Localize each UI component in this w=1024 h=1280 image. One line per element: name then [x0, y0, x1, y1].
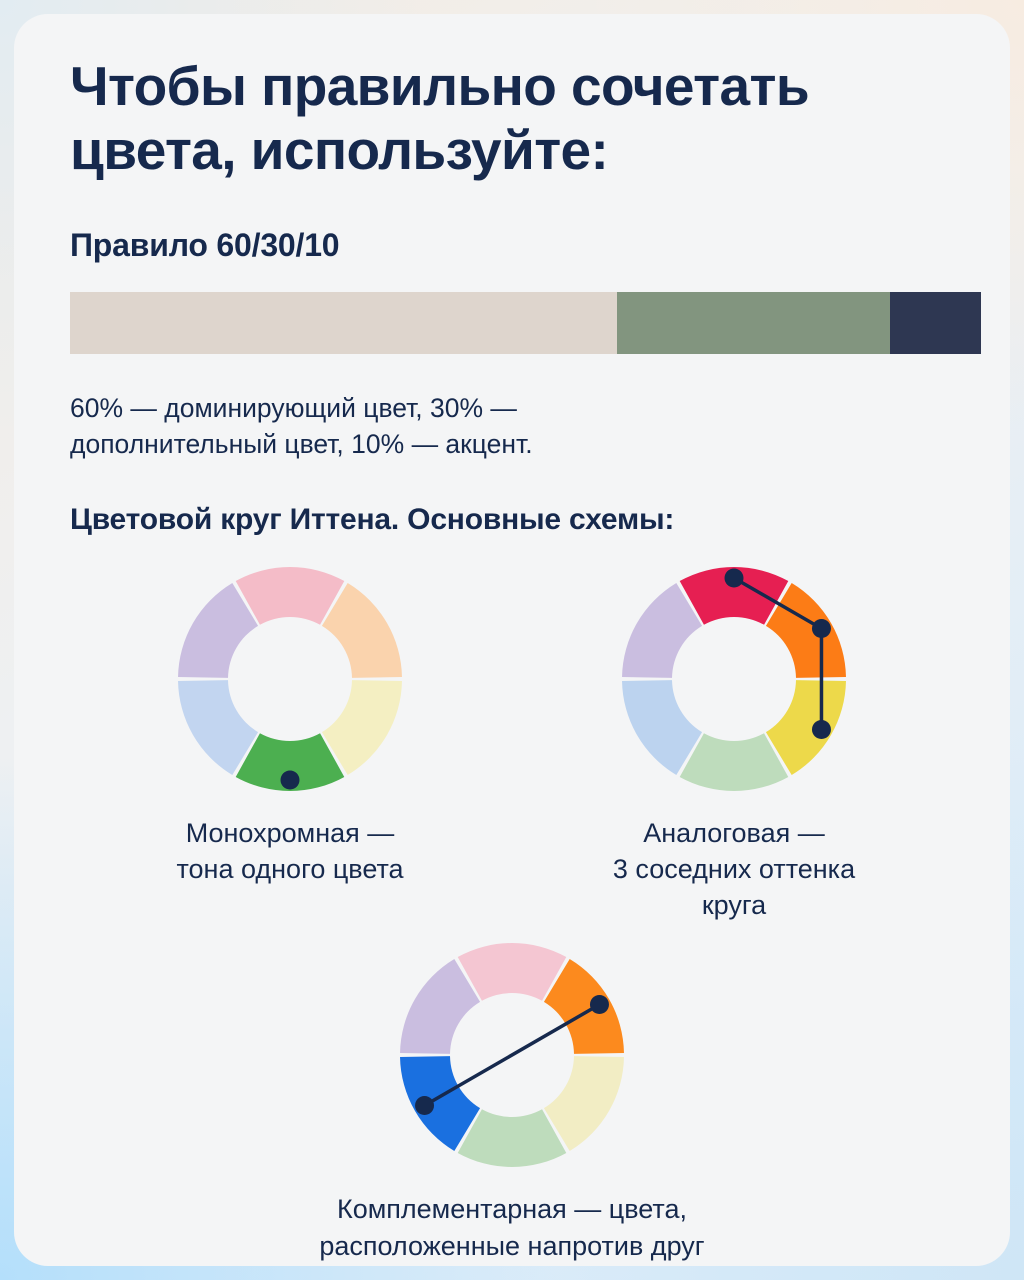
wheel-segment-pink	[235, 566, 345, 625]
wheel-link-line	[732, 576, 824, 631]
wheel-caption-analogous: Аналоговая — 3 соседних оттенка круга	[612, 817, 856, 921]
infographic-card: Чтобы правильно сочетать цвета, использу…	[14, 14, 1010, 1266]
wheel-segment-pale-blue	[622, 679, 703, 775]
wheel-caption-monochrome: Монохромная — тона одного цвета	[176, 817, 404, 884]
wheel-segment-pale-blue	[178, 679, 259, 775]
wheel-marker-dot	[811, 618, 831, 638]
ratio-bar-segment-accent	[889, 291, 981, 354]
wheel-segment-lavender	[400, 959, 481, 1055]
page-title: Чтобы правильно сочетать цвета, использу…	[70, 55, 810, 182]
wheel-segment-lavender	[178, 582, 259, 678]
card-content: Чтобы правильно сочетать цвета, использу…	[14, 14, 1010, 1266]
ratio-bar	[70, 291, 981, 354]
rule-label: Правило 60/30/10	[70, 226, 340, 263]
wheel-marker-dot	[589, 995, 609, 1015]
wheel-block-monochrome: Монохромная — тона одного цвета	[70, 559, 510, 887]
wheel-block-analogous: Аналоговая — 3 соседних оттенка круга	[514, 559, 954, 924]
wheel-segment-crimson-selected	[679, 566, 789, 625]
wheel-block-complementary: Комплементарная — цвета, расположенные н…	[292, 935, 732, 1266]
wheel-caption-complementary: Комплементарная — цвета, расположенные н…	[319, 1194, 705, 1261]
color-wheel-monochrome	[170, 559, 410, 799]
ratio-bar-segment-dominant	[70, 291, 617, 354]
wheel-marker-dot	[280, 770, 300, 790]
wheel-segment-green-selected	[235, 733, 345, 791]
wheel-section-label: Цветовой круг Иттена. Основные схемы:	[70, 502, 675, 536]
wheel-segment-pale-green	[457, 1109, 567, 1168]
wheel-segment-pale-yellow	[543, 1056, 624, 1152]
color-wheel-complementary	[392, 935, 632, 1175]
wheel-segment-yellow-selected	[765, 679, 846, 775]
rule-description: 60% — доминирующий цвет, 30% — дополните…	[70, 392, 533, 460]
wheel-segment-pale-yellow	[321, 679, 402, 775]
wheel-row-top: Монохромная — тона одного цвета Аналогов…	[70, 559, 954, 924]
wheel-segment-orange-selected	[543, 959, 624, 1055]
wheel-segment-pale-green	[679, 733, 789, 791]
wheel-segment-peach	[321, 582, 402, 678]
color-wheel-analogous	[614, 559, 854, 799]
wheel-segment-blue-selected	[400, 1056, 481, 1152]
wheel-link-line	[422, 1003, 602, 1108]
wheel-marker-dot	[811, 719, 831, 739]
wheel-marker-dot	[724, 568, 744, 588]
ratio-bar-segment-secondary	[616, 291, 890, 354]
wheel-segment-lavender	[622, 582, 703, 678]
wheel-marker-dot	[415, 1096, 435, 1116]
wheel-row-bottom: Комплементарная — цвета, расположенные н…	[70, 927, 954, 1266]
wheel-segment-pink	[457, 943, 567, 1002]
